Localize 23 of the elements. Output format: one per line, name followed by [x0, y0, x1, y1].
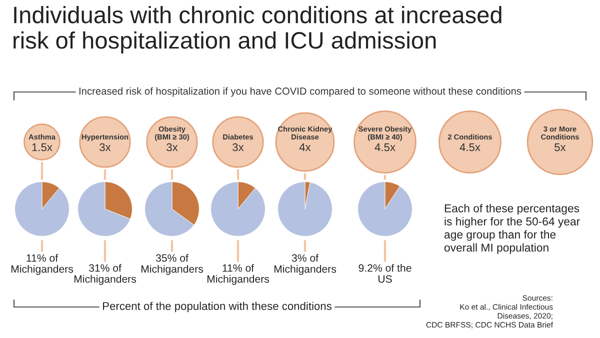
data-label: 3x [166, 143, 178, 152]
data-label: 4.5x [374, 143, 396, 152]
data-label: 4.5x [460, 143, 480, 152]
data-label: 5x [554, 143, 566, 152]
text: 3% of Michiganders [274, 254, 336, 275]
text: 9.2% of the US [358, 264, 412, 283]
data-label: 1.5x [32, 143, 52, 152]
text: 31% of Michiganders [74, 264, 136, 285]
data-label: 3x [100, 143, 111, 152]
pie-slice [210, 182, 266, 236]
data-label: 3x [232, 143, 244, 152]
data-label: 4x [299, 143, 311, 152]
text: Individuals with chronic conditions at increased risk of hospitalization and ICU admission [14, 6, 502, 54]
text: Each of these percentages is higher for the 50-64 year age group than for the overall MI population [444, 204, 580, 254]
text: 11% of Michiganders [11, 254, 74, 275]
text: Increased risk of hospitalization if you have COVID compared to someone without these conditions [79, 87, 522, 97]
pie-slice [14, 182, 70, 236]
pie-slice [278, 182, 332, 236]
pie-slice [358, 182, 412, 236]
pie-slice [78, 182, 130, 236]
text: 35% of Michiganders [141, 254, 204, 275]
text: 11% of Michiganders [207, 264, 270, 285]
text: Percent of the population with these conditions [103, 302, 332, 312]
